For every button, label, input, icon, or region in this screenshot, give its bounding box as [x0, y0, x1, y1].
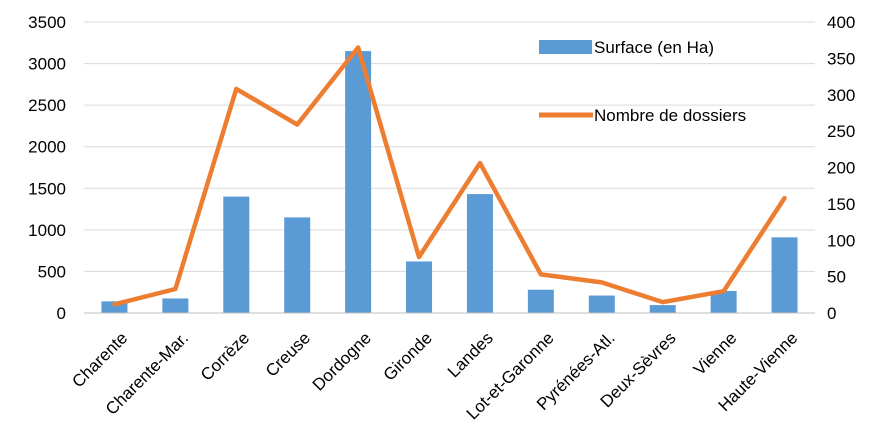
bar: [406, 261, 433, 313]
bar: [527, 289, 554, 313]
right-tick-label: 150: [827, 195, 855, 214]
category-label: Dordogne: [309, 328, 375, 394]
series-line: [112, 45, 787, 307]
bar: [710, 290, 737, 313]
right-tick-label: 350: [827, 49, 855, 68]
right-tick-label: 400: [827, 13, 855, 32]
bar: [345, 51, 372, 313]
bar-series: [101, 51, 798, 313]
category-label: Landes: [444, 328, 497, 381]
legend: Surface (en Ha) Nombre de dossiers: [539, 38, 746, 125]
category-label: Creuse: [262, 328, 314, 380]
category-label: Gironde: [380, 328, 436, 384]
category-label: Corrèze: [197, 328, 253, 384]
bar: [162, 298, 189, 313]
right-tick-label: 0: [827, 304, 836, 323]
left-tick-label: 1500: [28, 179, 66, 198]
bar: [101, 301, 128, 313]
left-tick-label: 1000: [28, 221, 66, 240]
legend-line-label: Nombre de dossiers: [594, 106, 746, 125]
right-axis-ticks: 0 50 100 150 200 250 300 350 400: [827, 13, 855, 323]
right-tick-label: 100: [827, 231, 855, 250]
bar: [771, 237, 798, 313]
legend-bar-label: Surface (en Ha): [594, 38, 714, 57]
bar: [466, 194, 493, 313]
right-tick-label: 200: [827, 159, 855, 178]
left-tick-label: 0: [57, 304, 66, 323]
bar: [649, 305, 676, 313]
right-tick-label: 250: [827, 122, 855, 141]
line-series: [112, 45, 787, 307]
left-tick-label: 3500: [28, 13, 66, 32]
right-tick-label: 300: [827, 86, 855, 105]
legend-bar-swatch: [539, 40, 592, 54]
bar: [588, 295, 615, 313]
bar: [223, 196, 250, 313]
bar: [284, 217, 311, 313]
left-tick-label: 3000: [28, 55, 66, 74]
category-label: Vienne: [690, 328, 741, 379]
category-label: Charente: [68, 328, 131, 391]
left-tick-label: 500: [38, 262, 66, 281]
left-axis-ticks: 0 500 1000 1500 2000 2500 3000 3500: [28, 13, 66, 323]
right-tick-label: 50: [827, 268, 846, 287]
left-tick-label: 2000: [28, 138, 66, 157]
left-tick-label: 2500: [28, 96, 66, 115]
